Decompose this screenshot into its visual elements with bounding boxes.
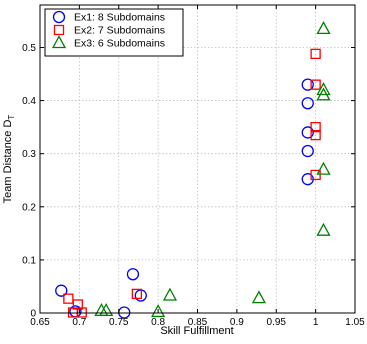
legend-square-marker bbox=[53, 24, 65, 36]
points-layer bbox=[55, 21, 331, 319]
x-tick-label: 1.05 bbox=[345, 317, 365, 328]
legend-label: Ex1: 8 Subdomains bbox=[74, 12, 165, 24]
series-1-circle-marker bbox=[301, 97, 314, 110]
x-axis-label: Skill Fulfillment bbox=[160, 325, 233, 337]
series-1-circle-marker bbox=[301, 78, 314, 91]
x-tick-label: 0.85 bbox=[188, 317, 208, 328]
series-3-triangle-marker bbox=[99, 303, 114, 317]
series-2-square-marker bbox=[63, 293, 74, 304]
series-2-square-marker bbox=[310, 121, 321, 133]
series-2-square-marker bbox=[310, 48, 321, 60]
series-1-circle-marker bbox=[301, 126, 314, 139]
y-axis-label: Team Distance DT bbox=[2, 115, 16, 204]
x-tick-label: 0.7 bbox=[72, 317, 86, 328]
legend-circle-marker bbox=[52, 10, 66, 24]
series-2-square-marker bbox=[76, 307, 87, 318]
series-2-square-marker bbox=[310, 169, 321, 181]
series-3-triangle-marker bbox=[151, 304, 166, 318]
series-3-triangle-marker bbox=[316, 82, 331, 96]
x-tick-label: 0.8 bbox=[151, 317, 165, 328]
series-1-circle-marker bbox=[126, 268, 140, 281]
series-3-triangle-marker bbox=[162, 287, 178, 301]
series-3-triangle-marker bbox=[316, 222, 331, 236]
legend-entry: Ex2: 7 Subdomains bbox=[53, 24, 165, 37]
series-3-triangle-marker bbox=[316, 21, 331, 35]
legend-label: Ex2: 7 Subdomains bbox=[74, 25, 165, 37]
legend-box bbox=[44, 8, 184, 57]
y-tick-label: 0.2 bbox=[22, 202, 36, 213]
series-3-triangle-marker bbox=[251, 290, 267, 304]
y-tick-label: 0 bbox=[30, 309, 36, 320]
series-1-circle-marker bbox=[301, 144, 314, 158]
y-axis-label-main: Team Distance D bbox=[2, 120, 14, 204]
x-tick-label: 1 bbox=[313, 317, 319, 328]
series-2-square-marker bbox=[310, 129, 321, 141]
series-2-square-marker bbox=[310, 79, 321, 90]
legend-triangle-marker bbox=[51, 35, 67, 49]
x-tick-label: 0.95 bbox=[267, 317, 287, 328]
tick-layer: 0.65 0.7 0.75 0.8 0.85 0.9 0.95 1 1.05 0 0.1 0.2 0.3… bbox=[22, 5, 365, 328]
series-2-square-marker bbox=[131, 288, 143, 300]
x-tick-label: 0.9 bbox=[230, 317, 244, 328]
series-1-circle-marker bbox=[55, 284, 68, 297]
series-3-triangle-marker bbox=[316, 161, 331, 175]
y-tick-label: 0.1 bbox=[22, 255, 36, 266]
y-tick-label: 0.3 bbox=[22, 149, 36, 160]
y-tick-label: 0.5 bbox=[22, 43, 36, 54]
legend-entry: Ex3: 6 Subdomains bbox=[51, 35, 165, 50]
x-tick-label: 0.65 bbox=[30, 317, 50, 328]
y-tick-label: 0.4 bbox=[22, 96, 36, 107]
x-tick-label: 0.75 bbox=[109, 317, 129, 328]
legend-entry: Ex1: 8 Subdomains bbox=[52, 10, 165, 24]
series-3-triangle-marker bbox=[316, 87, 331, 101]
legend-label: Ex3: 6 Subdomains bbox=[74, 38, 165, 50]
y-axis-label-subscript: T bbox=[7, 115, 16, 120]
